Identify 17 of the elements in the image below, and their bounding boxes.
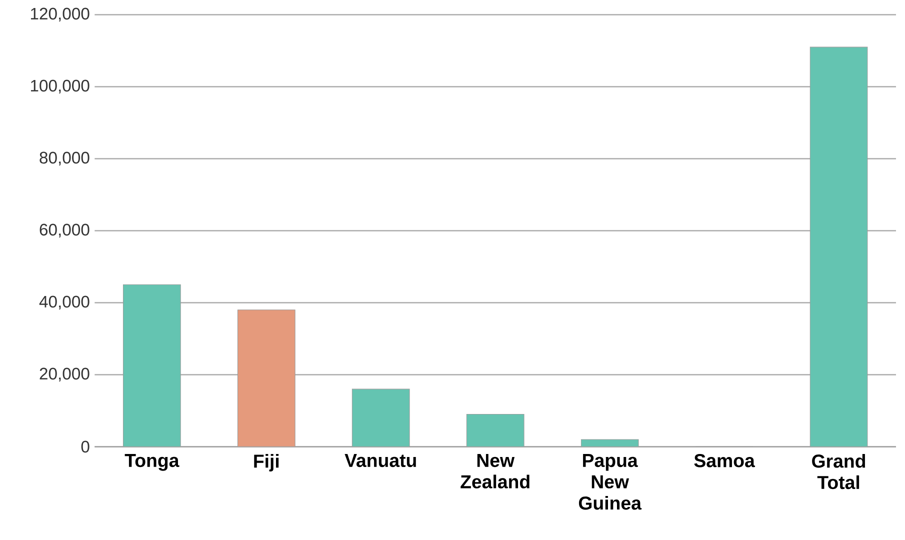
bar [580, 439, 639, 447]
y-tick-label: 80,000 [40, 152, 90, 166]
y-tick-label: 40,000 [39, 296, 90, 310]
x-tick-label: Papua New Guinea [578, 454, 642, 510]
y-tick-label: 100,000 [30, 80, 90, 94]
bar [466, 414, 524, 447]
y-tick-label: 60,000 [40, 224, 90, 238]
y-tick-label: 0 [81, 440, 90, 453]
x-tick-label: Grand Total [812, 454, 866, 490]
x-tick-label: Vanuatu [344, 454, 416, 468]
x-tick-label: New Zealand [460, 454, 530, 488]
x-tick-label: Samoa [694, 454, 756, 468]
bar [237, 310, 296, 447]
x-tick-label: Fiji [254, 454, 279, 472]
y-tick-label: 20,000 [40, 368, 90, 382]
y-tick-label: 120,000 [30, 8, 90, 22]
x-tick-label: Tonga [124, 454, 180, 471]
